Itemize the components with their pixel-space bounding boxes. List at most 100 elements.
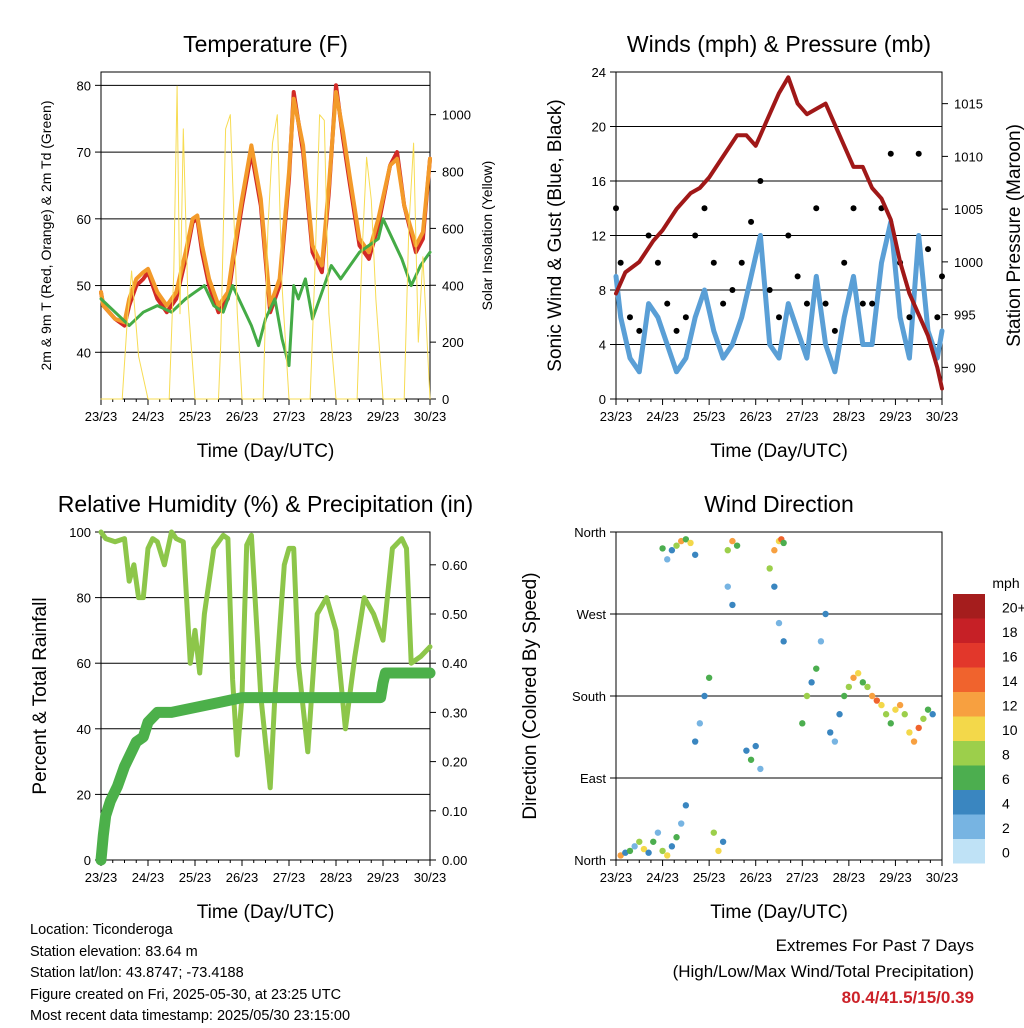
direction-point bbox=[766, 565, 773, 572]
legend-label: 6 bbox=[1002, 771, 1010, 787]
gust-point bbox=[850, 205, 857, 212]
gust-point bbox=[887, 150, 894, 157]
y-tick-label: 16 bbox=[592, 174, 606, 189]
x-tick-label: 25/23 bbox=[179, 870, 212, 885]
direction-point bbox=[775, 619, 783, 627]
direction-point bbox=[729, 537, 736, 545]
panel-humidity: Relative Humidity (%) & Precipitation (i… bbox=[30, 491, 473, 923]
y-tick-label: 8 bbox=[599, 283, 606, 298]
y2-tick-label: 0.60 bbox=[442, 558, 467, 573]
y2-tick-label: 400 bbox=[442, 278, 464, 293]
direction-point bbox=[808, 679, 815, 686]
legend-swatch bbox=[953, 667, 985, 692]
gust-point bbox=[664, 300, 671, 307]
y-tick-label: 60 bbox=[77, 656, 91, 671]
y2-tick-label: 600 bbox=[442, 221, 464, 236]
direction-point bbox=[901, 711, 908, 718]
direction-point bbox=[771, 547, 778, 554]
legend-label: 18 bbox=[1002, 624, 1018, 640]
gust-point bbox=[645, 232, 652, 239]
y-tick-label: 0 bbox=[599, 392, 606, 407]
gust-point bbox=[939, 273, 945, 280]
direction-point bbox=[715, 847, 722, 855]
panel-wind-direction: Wind Direction Time (Day/UTC) 23/23 24/23 25… bbox=[520, 491, 958, 923]
y-tick-label: West bbox=[577, 607, 607, 622]
direction-point bbox=[691, 551, 699, 558]
y-axis-label: 2m & 9m T (Red, Orange) & 2m Td (Green) bbox=[38, 101, 54, 371]
y2-tick-label: 0.20 bbox=[442, 755, 467, 770]
x-tick-label: 26/23 bbox=[739, 409, 772, 424]
gust-point bbox=[906, 314, 913, 321]
chart-title: Relative Humidity (%) & Precipitation (i… bbox=[58, 491, 473, 517]
gust-point bbox=[915, 150, 922, 157]
direction-point bbox=[836, 711, 843, 718]
legend-swatch bbox=[953, 594, 985, 619]
x-tick-label: 30/23 bbox=[926, 409, 959, 424]
extremes-subtitle: (High/Low/Max Wind/Total Precipitation) bbox=[672, 962, 974, 981]
y-tick-label: North bbox=[574, 525, 606, 540]
extremes-title: Extremes For Past 7 Days bbox=[775, 936, 974, 955]
direction-point bbox=[724, 547, 731, 554]
y-axis-label: Direction (Colored By Speed) bbox=[520, 572, 541, 819]
direction-point bbox=[799, 720, 806, 727]
panel-temperature: Temperature (F) Time (Day/UTC) 23/23 24/23 2… bbox=[38, 31, 495, 462]
direction-point bbox=[859, 679, 867, 686]
x-tick-label: 29/23 bbox=[879, 870, 912, 885]
direction-point bbox=[729, 601, 736, 609]
direction-point bbox=[817, 638, 825, 645]
direction-point bbox=[705, 674, 713, 681]
direction-point bbox=[673, 834, 680, 841]
direction-point bbox=[701, 692, 708, 700]
legend-swatch bbox=[953, 814, 985, 839]
direction-point bbox=[845, 683, 853, 691]
direction-point bbox=[682, 802, 690, 809]
gust-point bbox=[738, 259, 745, 266]
y-tick-label: North bbox=[574, 853, 606, 868]
direction-point bbox=[747, 756, 755, 763]
chart-title: Temperature (F) bbox=[183, 31, 348, 57]
legend-label: 4 bbox=[1002, 795, 1010, 811]
direction-point bbox=[631, 843, 638, 850]
y-tick-label: 80 bbox=[77, 78, 91, 93]
gust-point bbox=[803, 300, 810, 307]
legend-swatch bbox=[953, 716, 985, 741]
y-tick-label: 12 bbox=[592, 229, 606, 244]
y-tick-label: 24 bbox=[592, 65, 606, 80]
y-tick-label: 0 bbox=[84, 853, 91, 868]
direction-point bbox=[803, 692, 811, 700]
y-axis-label: Sonic Wind & Gust (Blue, Black) bbox=[545, 99, 566, 371]
legend-label: 0 bbox=[1002, 844, 1010, 860]
x-axis-label: Time (Day/UTC) bbox=[710, 441, 848, 462]
series-temp9m bbox=[99, 90, 432, 325]
x-tick-label: 27/23 bbox=[786, 870, 819, 885]
series-precip bbox=[95, 667, 436, 866]
y-tick-label: 50 bbox=[77, 279, 91, 294]
chart-title: Winds (mph) & Pressure (mb) bbox=[627, 31, 931, 57]
gust-point bbox=[710, 259, 717, 266]
direction-point bbox=[780, 638, 787, 645]
y2-tick-label: 0.40 bbox=[442, 656, 467, 671]
direction-point bbox=[929, 711, 936, 718]
figure-created: Figure created on Fri, 2025-05-30, at 23… bbox=[30, 986, 342, 1003]
x-tick-label: 26/23 bbox=[226, 870, 259, 885]
x-axis-label: Time (Day/UTC) bbox=[710, 902, 848, 923]
direction-point bbox=[813, 665, 820, 672]
series-solar bbox=[100, 85, 431, 400]
direction-point bbox=[724, 583, 731, 590]
y2-tick-label: 995 bbox=[954, 308, 976, 323]
y-tick-label: South bbox=[572, 689, 606, 704]
y-tick-label: 80 bbox=[77, 591, 91, 606]
y2-tick-label: 1010 bbox=[954, 149, 983, 164]
x-tick-label: 23/23 bbox=[85, 870, 118, 885]
speed-legend: mph 20+ 18 16 14 12 10 8 6 4 2 0 bbox=[953, 575, 1024, 864]
station-elevation: Station elevation: 83.64 m bbox=[30, 943, 198, 960]
direction-point bbox=[645, 849, 652, 856]
y2-axis-label: Solar Insolation (Yellow) bbox=[479, 161, 495, 311]
direction-point bbox=[743, 747, 750, 754]
y2-tick-label: 0.10 bbox=[442, 804, 467, 819]
gust-point bbox=[701, 205, 708, 212]
direction-point bbox=[626, 847, 634, 855]
x-tick-label: 27/23 bbox=[786, 409, 819, 424]
panel-winds: Winds (mph) & Pressure (mb) Time (Day/UTC… bbox=[545, 31, 1024, 462]
